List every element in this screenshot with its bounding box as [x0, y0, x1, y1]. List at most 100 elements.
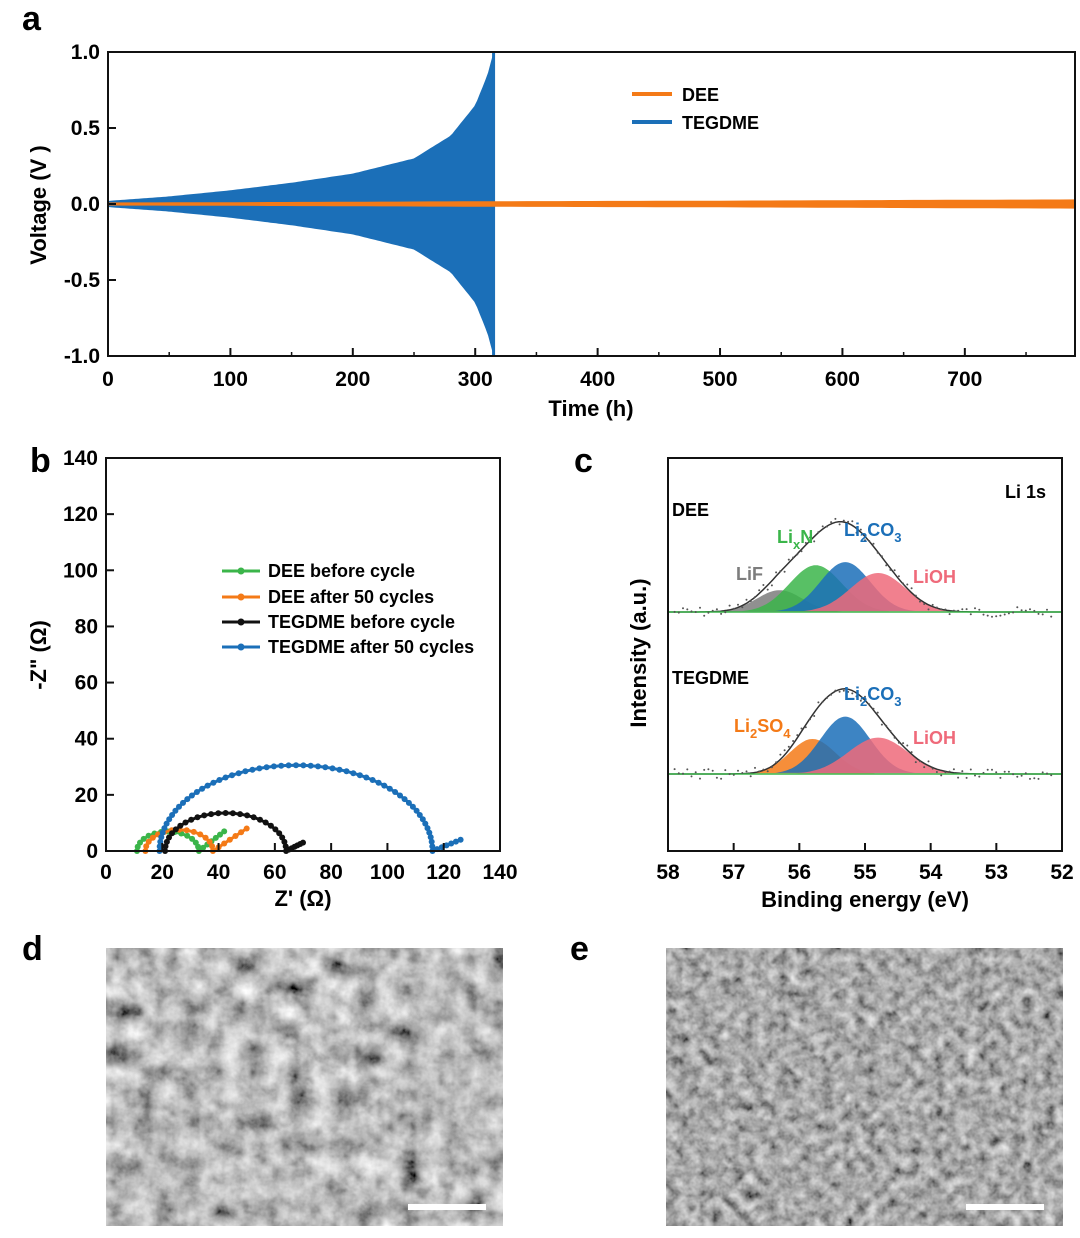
spectrum-0-raw-point — [724, 611, 727, 614]
y-tick-label-b: 0 — [86, 840, 98, 863]
spectrum-0-raw-point — [902, 582, 905, 585]
spectrum-0-raw-point — [686, 608, 689, 611]
chart-c-ticks: 58 57 56 55 54 53 52 — [656, 843, 1074, 884]
legend-marker-dee-after — [222, 593, 260, 601]
series-tegdme-after-point — [199, 785, 206, 792]
spectrum-0-raw-point — [741, 606, 744, 609]
spectrum-1-raw-point — [864, 695, 866, 698]
spectrum-1-raw-point — [813, 715, 816, 717]
spectrum-0-raw-point — [715, 608, 718, 611]
spectrum-0-raw-point — [1037, 612, 1040, 615]
chart-a: 0 100 200 300 400 500 600 7001.00.50.0-0.5-1.0 … — [26, 41, 1076, 421]
spectrum-0-raw-point — [758, 589, 761, 592]
x-tick-label-a: 400 — [580, 368, 615, 391]
spectrum-1-raw-point — [842, 689, 845, 692]
spectrum-0-raw-point — [677, 611, 680, 614]
series-tegdme-after-point — [413, 807, 420, 814]
spectrum-0-raw-point — [982, 613, 985, 616]
spectrum-1-raw-point — [703, 768, 706, 771]
series-tegdme-after-point — [235, 770, 242, 777]
spectrum-0-raw-point — [965, 608, 968, 611]
spectrum-0-raw-point — [991, 615, 993, 618]
series-tegdme-after-point — [329, 765, 336, 772]
spectrum-0-raw-point — [1046, 608, 1048, 611]
series-tegdme-after-point — [397, 792, 403, 799]
spectrum-label-tegdme: TEGDME — [672, 668, 749, 688]
series-tegdme-after-point — [392, 789, 399, 795]
series-dee-after-point — [190, 828, 197, 835]
spectrum-0-raw-point — [720, 612, 723, 615]
chart-b: 0 20 40 60 80 100 120 140 0 20 40 60 80 100 120 140 DEE… — [26, 447, 518, 911]
spectrum-0-raw-point — [872, 542, 875, 545]
series-tegdme-before-point — [162, 843, 169, 850]
spectrum-0-raw-point — [851, 520, 854, 523]
series-tegdme-after-point — [188, 792, 195, 799]
spectrum-1-raw-point — [699, 777, 701, 780]
series-dee-after-point — [238, 829, 245, 836]
spectrum-1-raw-point — [838, 690, 841, 693]
series-tegdme-after-point — [166, 816, 173, 823]
series-tegdme-before-point — [250, 814, 257, 821]
spectrum-1-raw-point — [868, 703, 871, 706]
spectrum-1-raw-point — [982, 771, 985, 774]
spectrum-0-raw-point — [974, 607, 976, 610]
y-tick-label-b: 140 — [63, 447, 98, 470]
spectrum-0-raw-point — [770, 584, 773, 587]
series-tegdme-before-point — [169, 830, 175, 837]
spectrum-0-raw-point — [978, 608, 981, 611]
spectrum-1-raw-point — [957, 776, 960, 779]
series-tegdme-after-point — [401, 796, 408, 803]
peak-label-dee-lif: LiF — [736, 564, 763, 584]
spectrum-1-raw-point — [965, 776, 968, 779]
x-tick-label-c: 54 — [919, 861, 943, 884]
spectrum-1-raw-point — [1007, 770, 1010, 773]
series-tegdme-before-point — [272, 826, 279, 833]
series-tegdme-after-point — [158, 834, 165, 841]
spectrum-1-raw-point — [978, 775, 981, 778]
spectrum-1-raw-point — [885, 724, 888, 727]
spectrum-1-raw-point — [783, 749, 786, 752]
series-dee-after-point — [206, 838, 213, 845]
spectrum-1-raw-point — [940, 774, 943, 777]
spectrum-0-raw-point — [889, 568, 892, 571]
spectrum-1-raw-point — [677, 772, 680, 775]
y-tick-label-b: 120 — [63, 503, 98, 526]
spectrum-0-raw-point — [859, 528, 862, 531]
spectrum-0-raw-point — [910, 587, 913, 590]
spectrum-0-raw-point — [800, 550, 803, 553]
series-tegdme-after-point — [369, 777, 376, 783]
legend-marker-tegdme-before — [222, 618, 260, 626]
spectrum-0-raw-point — [864, 539, 866, 542]
spectrum-1-raw-point — [944, 771, 947, 774]
spectrum-1-raw-point — [1003, 770, 1006, 773]
series-tegdme-after-point — [424, 825, 431, 832]
spectrum-1-raw-point — [1041, 771, 1044, 774]
series-dee-after-point — [202, 834, 209, 841]
series-tegdme-after-point — [270, 763, 277, 770]
spectrum-1-raw-point — [775, 761, 778, 764]
spectrum-0-raw-point — [813, 540, 816, 543]
scale-bar-d — [408, 1204, 486, 1210]
series-tegdme-after-point — [278, 762, 285, 769]
x-tick-label-c: 57 — [722, 861, 745, 884]
spectrum-0-raw-point — [707, 611, 710, 614]
series-tegdme-before-point — [172, 826, 179, 833]
x-tick-label-a: 100 — [213, 368, 248, 391]
x-tick-label-c: 53 — [985, 861, 1008, 884]
series-tegdme-after-point — [315, 763, 321, 770]
spectrum-0-raw-point — [699, 606, 701, 609]
series-dee-after-point — [197, 831, 204, 838]
legend-label-dee-after: DEE after 50 cycles — [268, 587, 434, 607]
series-tegdme-after-point — [452, 838, 459, 845]
spectrum-0-raw-point — [809, 536, 811, 539]
series-tegdme-before-point — [222, 810, 229, 816]
series-tegdme-after-point — [249, 766, 256, 773]
spectrum-0-raw-point — [957, 609, 960, 612]
spectrum-0-raw-point — [906, 583, 909, 586]
series-tegdme-after-point — [229, 772, 235, 779]
spectrum-1-raw-point — [974, 774, 976, 777]
chart-b-marks — [134, 762, 464, 854]
series-tegdme-after-point — [343, 768, 350, 775]
spectrum-0-raw-point — [1003, 613, 1006, 616]
spectrum-0-raw-point — [682, 607, 684, 610]
